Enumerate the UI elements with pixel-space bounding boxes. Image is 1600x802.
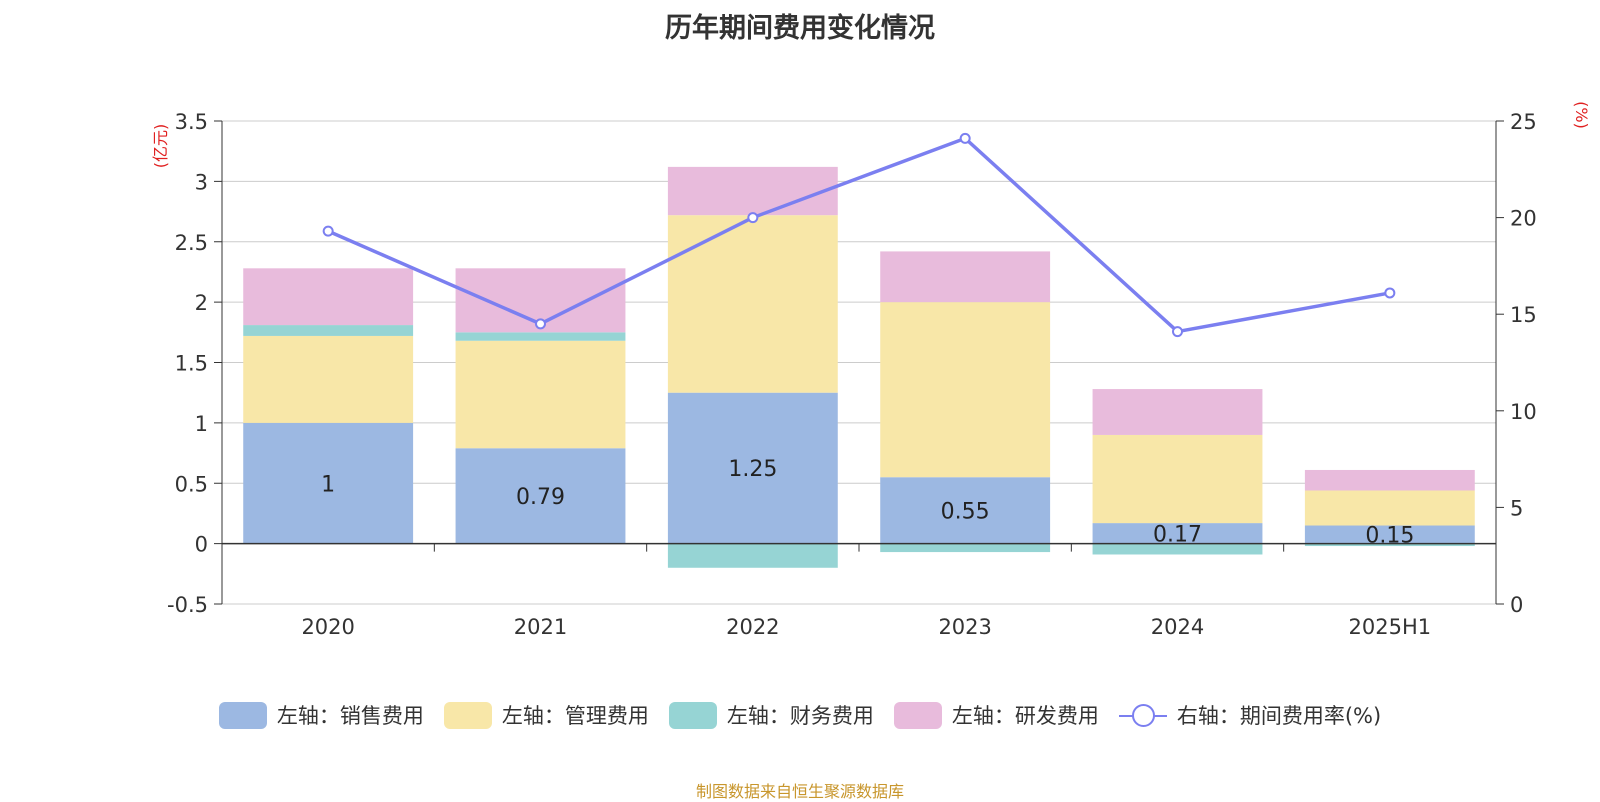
x-axis-tick-label: 2022 [726, 615, 779, 639]
bar-data-label: 1.25 [728, 457, 777, 482]
left-axis-tick-label: 2.5 [175, 231, 208, 255]
right-axis-tick-label: 0 [1510, 593, 1523, 617]
left-axis-tick-label: -0.5 [167, 593, 208, 617]
bar-segment-3-2022 [667, 543, 838, 568]
expense-rate-point-2022 [747, 212, 759, 224]
expense-rate-line [327, 136, 1391, 334]
bar-segment-3-2021 [455, 332, 626, 341]
legend-swatch-sales [218, 701, 267, 729]
left-axis-tick-label: 0.5 [175, 472, 208, 496]
legend-label-expense-rate: 右轴：期间费用率(%) [1176, 704, 1382, 728]
bar-segment-3-2025H1 [1304, 543, 1475, 547]
right-axis-tick-label: 10 [1510, 400, 1537, 424]
x-axis-tick-label: 2025H1 [1349, 615, 1432, 639]
bar-segment-4-2023 [880, 251, 1051, 303]
legend-item-sales[interactable]: 左轴：销售费用 [218, 700, 424, 730]
x-axis-tick-label: 2023 [938, 615, 991, 639]
right-axis-tick-label: 25 [1510, 110, 1537, 134]
legend-swatch-admin [443, 701, 492, 729]
chart-title: 历年期间费用变化情况 [665, 13, 935, 44]
legend-swatch-finance [668, 701, 717, 729]
right-axis-tick-label: 20 [1510, 207, 1537, 231]
x-axis-tick-label: 2021 [514, 615, 567, 639]
bar-segment-2-2021 [455, 340, 626, 449]
right-axis-tick-label: 5 [1510, 496, 1523, 520]
x-axis-tick-label: 2020 [301, 615, 354, 639]
bar-segment-1-2021 [455, 448, 626, 544]
legend-label-sales: 左轴：销售费用 [276, 704, 424, 728]
legend: 左轴：销售费用 左轴：管理费用 左轴：财务费用 左轴：研发费用 右轴：期间费用率… [0, 700, 1600, 730]
bar-segment-1-2025H1 [1304, 525, 1475, 544]
bar-segment-2-2025H1 [1304, 490, 1475, 526]
data-source-note: 制图数据来自恒生聚源数据库 [695, 782, 904, 801]
x-axis-tick-label: 2024 [1151, 615, 1204, 639]
bar-data-label: 0.79 [516, 485, 565, 510]
legend-label-rnd: 左轴：研发费用 [951, 704, 1099, 728]
expense-rate-point-2025H1 [1384, 287, 1396, 299]
bar-segment-4-2020 [243, 268, 414, 326]
expense-rate-point-2020 [322, 225, 334, 237]
bar-segment-1-2020 [243, 422, 414, 544]
left-axis-tick-label: 1.5 [175, 352, 208, 376]
bar-segment-2-2024 [1092, 434, 1263, 524]
bar-segment-2-2020 [243, 335, 414, 423]
left-axis-tick-label: 0 [195, 533, 208, 557]
left-axis-unit-label: (亿元) [151, 124, 170, 169]
bar-data-label: 1 [321, 472, 335, 497]
bar-segment-4-2025H1 [1304, 469, 1475, 491]
expense-rate-point-2024 [1172, 326, 1183, 338]
left-axis-tick-label: 1 [195, 412, 208, 436]
legend-item-finance[interactable]: 左轴：财务费用 [668, 700, 874, 730]
expense-rate-point-2021 [535, 318, 546, 330]
legend-line-marker-icon [1118, 702, 1167, 729]
chart-canvas: 3.5 3 2.5 2 1.5 1 0.5 0 -0.5 25 20 15 10 5 0 (亿元) (%) 1 20… [151, 101, 1591, 639]
legend-label-admin: 左轴：管理费用 [501, 704, 649, 728]
bar-segment-3-2020 [243, 325, 414, 336]
bar-segment-1-2023 [880, 477, 1051, 544]
bar-segment-1-2022 [667, 392, 838, 544]
bar-segment-1-2024 [1092, 523, 1263, 544]
right-axis-tick-label: 15 [1510, 303, 1537, 327]
legend-item-admin[interactable]: 左轴：管理费用 [443, 700, 649, 730]
legend-swatch-rnd [893, 701, 942, 729]
bar-data-label: 0.55 [941, 499, 990, 524]
expense-rate-point-2023 [959, 132, 971, 144]
bar-segment-3-2023 [880, 543, 1051, 553]
left-axis-tick-label: 2 [195, 291, 208, 315]
bar-segment-4-2022 [667, 166, 838, 216]
left-axis-tick-label: 3 [195, 170, 208, 194]
right-axis-unit-label: (%) [1572, 101, 1591, 129]
bar-segment-2-2023 [880, 302, 1051, 478]
bar-segment-4-2024 [1092, 389, 1263, 435]
legend-label-finance: 左轴：财务费用 [726, 704, 874, 728]
legend-item-rnd[interactable]: 左轴：研发费用 [893, 700, 1099, 730]
bar-segment-2-2022 [667, 215, 838, 393]
bar-segment-3-2024 [1092, 543, 1263, 555]
left-axis-tick-label: 3.5 [175, 110, 208, 134]
legend-item-expense-rate[interactable]: 右轴：期间费用率(%) [1118, 700, 1382, 730]
